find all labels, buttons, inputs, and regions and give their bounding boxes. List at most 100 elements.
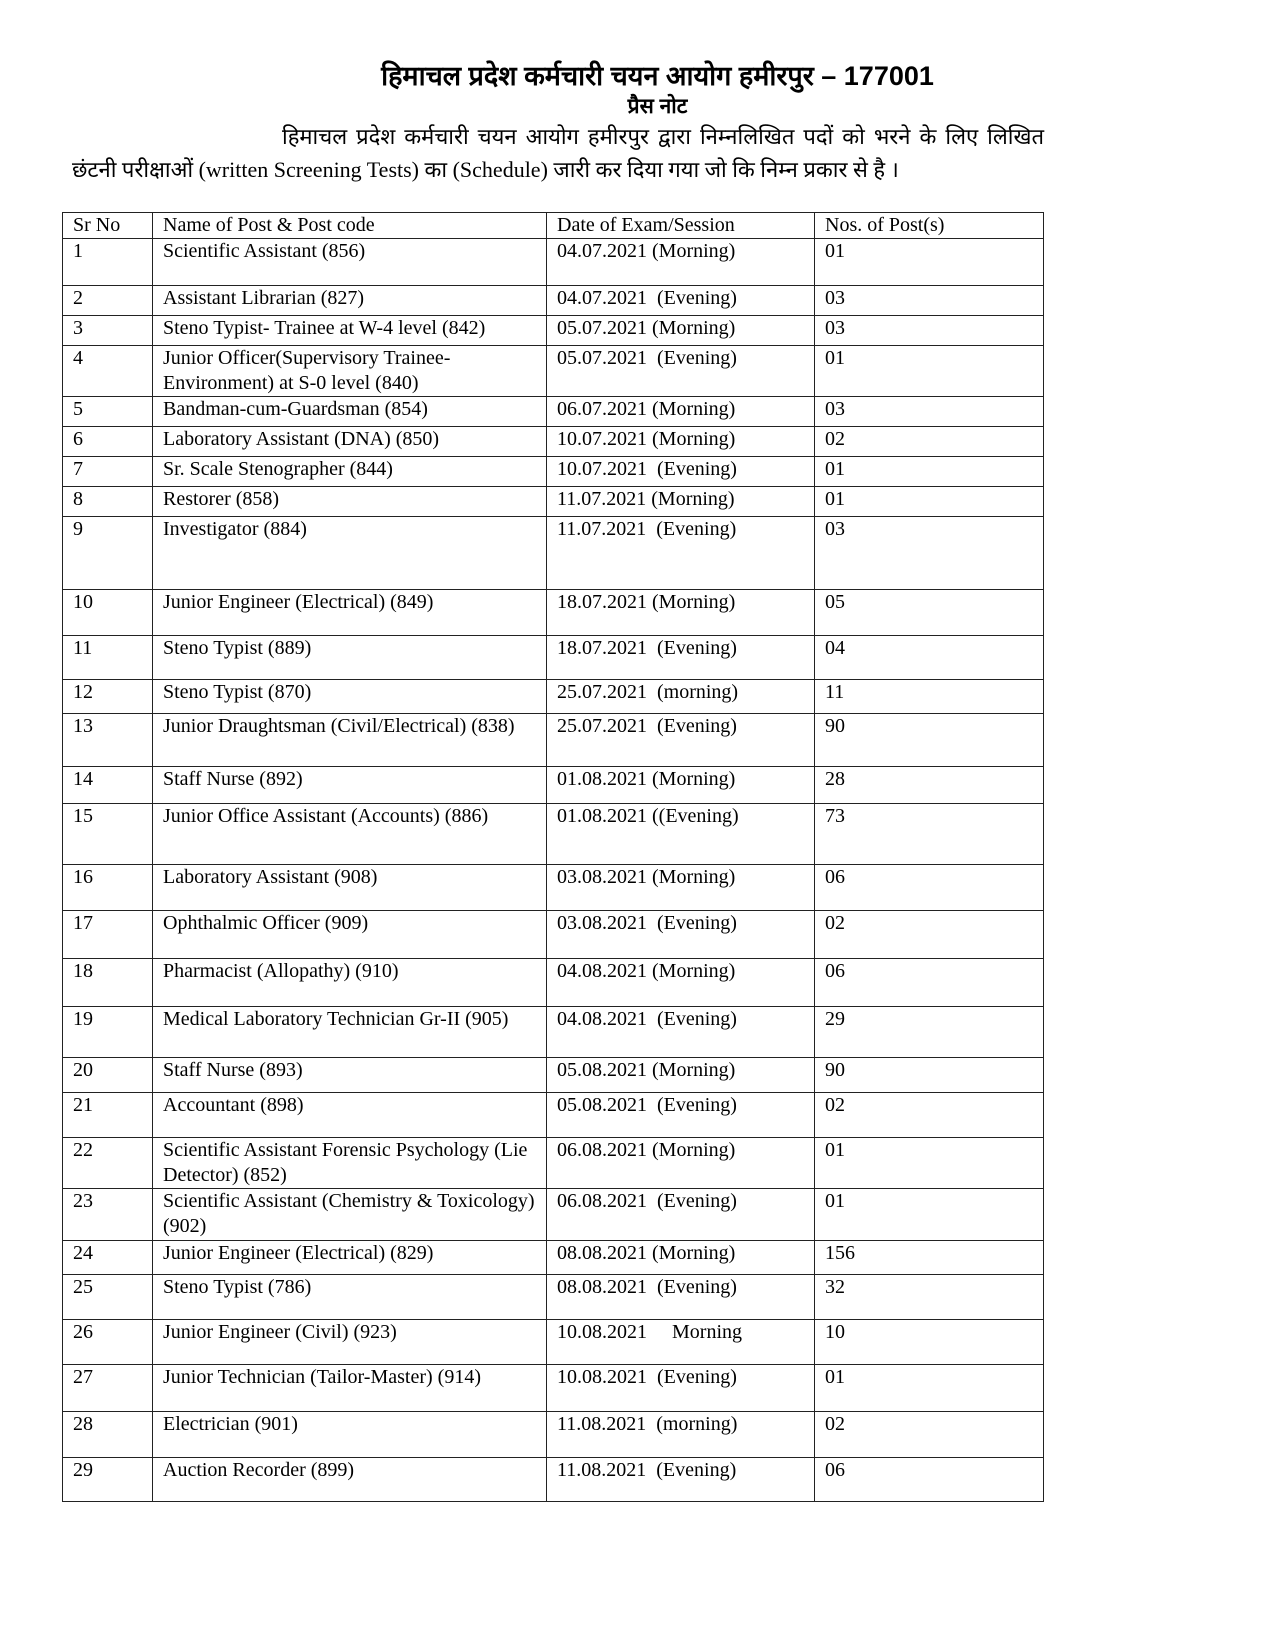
cell-post-name: Scientific Assistant (Chemistry & Toxico…	[152, 1188, 547, 1241]
cell-exam-date: 03.08.2021 (Evening)	[546, 910, 815, 959]
cell-num-posts: 03	[814, 516, 1044, 590]
table-row: 18 Pharmacist (Allopathy) (910) 04.08.2021…	[62, 958, 1044, 1007]
cell-sr-no: 20	[62, 1057, 153, 1093]
cell-sr-no: 12	[62, 679, 153, 714]
cell-num-posts: 06	[814, 958, 1044, 1007]
col-sr-no: Sr No	[62, 212, 153, 239]
cell-num-posts: 28	[814, 766, 1044, 804]
table-row: 12 Steno Typist (870) 25.07.2021 (morning)…	[62, 679, 1044, 714]
cell-num-posts: 02	[814, 1411, 1044, 1458]
cell-exam-date: 06.08.2021 (Morning)	[546, 1137, 815, 1189]
cell-sr-no: 14	[62, 766, 153, 804]
cell-exam-date: 04.08.2021 (Morning)	[546, 958, 815, 1007]
cell-post-name: Junior Engineer (Electrical) (849)	[152, 589, 547, 636]
cell-exam-date: 06.08.2021 (Evening)	[546, 1188, 815, 1241]
table-row: 16 Laboratory Assistant (908) 03.08.2021 (…	[62, 864, 1044, 911]
table-row: 4 Junior Officer(Supervisory Trainee-Envi…	[62, 345, 1044, 397]
cell-exam-date: 03.08.2021 (Morning)	[546, 864, 815, 911]
table-row: 3 Steno Typist- Trainee at W-4 level (842…	[62, 315, 1044, 346]
cell-sr-no: 8	[62, 486, 153, 517]
cell-num-posts: 156	[814, 1240, 1044, 1275]
cell-sr-no: 4	[62, 345, 153, 397]
cell-num-posts: 01	[814, 486, 1044, 517]
cell-sr-no: 21	[62, 1092, 153, 1138]
cell-exam-date: 08.08.2021 (Morning)	[546, 1240, 815, 1275]
cell-num-posts: 03	[814, 396, 1044, 427]
table-row: 14 Staff Nurse (892) 01.08.2021 (Morning) 2…	[62, 766, 1044, 804]
table-row: 23 Scientific Assistant (Chemistry & Toxi…	[62, 1188, 1044, 1241]
cell-post-name: Accountant (898)	[152, 1092, 547, 1138]
cell-post-name: Junior Engineer (Civil) (923)	[152, 1319, 547, 1365]
cell-exam-date: 05.07.2021 (Morning)	[546, 315, 815, 346]
cell-sr-no: 25	[62, 1274, 153, 1320]
table-row: 11 Steno Typist (889) 18.07.2021 (Evening)…	[62, 635, 1044, 680]
cell-num-posts: 06	[814, 1457, 1044, 1502]
cell-sr-no: 13	[62, 713, 153, 767]
intro-paragraph: हिमाचल प्रदेश कर्मचारी चयन आयोग हमीरपुर …	[72, 124, 1044, 182]
table-row: 6 Laboratory Assistant (DNA) (850) 10.07.2…	[62, 426, 1044, 457]
cell-sr-no: 26	[62, 1319, 153, 1365]
table-row: 29 Auction Recorder (899) 11.08.2021 (Even…	[62, 1457, 1044, 1502]
table-row: 17 Ophthalmic Officer (909) 03.08.2021 (Ev…	[62, 910, 1044, 959]
cell-num-posts: 01	[814, 1188, 1044, 1241]
cell-exam-date: 01.08.2021 ((Evening)	[546, 803, 815, 865]
cell-post-name: Laboratory Assistant (908)	[152, 864, 547, 911]
press-note-heading: प्रैस नोट	[627, 95, 688, 118]
cell-sr-no: 18	[62, 958, 153, 1007]
cell-sr-no: 9	[62, 516, 153, 590]
cell-exam-date: 04.07.2021 (Morning)	[546, 238, 815, 286]
cell-exam-date: 25.07.2021 (Evening)	[546, 713, 815, 767]
cell-post-name: Steno Typist (889)	[152, 635, 547, 680]
cell-exam-date: 10.08.2021 Morning	[546, 1319, 815, 1365]
cell-post-name: Medical Laboratory Technician Gr-II (905…	[152, 1006, 547, 1058]
cell-sr-no: 29	[62, 1457, 153, 1502]
table-row: 9 Investigator (884) 11.07.2021 (Evening) 0…	[62, 516, 1044, 590]
cell-sr-no: 3	[62, 315, 153, 346]
cell-post-name: Junior Engineer (Electrical) (829)	[152, 1240, 547, 1275]
table-row: 25 Steno Typist (786) 08.08.2021 (Evening)…	[62, 1274, 1044, 1320]
cell-num-posts: 04	[814, 635, 1044, 680]
cell-num-posts: 73	[814, 803, 1044, 865]
cell-exam-date: 18.07.2021 (Evening)	[546, 635, 815, 680]
table-row: 20 Staff Nurse (893) 05.08.2021 (Morning) 9…	[62, 1057, 1044, 1093]
cell-sr-no: 15	[62, 803, 153, 865]
cell-post-name: Laboratory Assistant (DNA) (850)	[152, 426, 547, 457]
cell-exam-date: 25.07.2021 (morning)	[546, 679, 815, 714]
table-row: 10 Junior Engineer (Electrical) (849) 18.0…	[62, 589, 1044, 636]
cell-exam-date: 10.07.2021 (Evening)	[546, 456, 815, 487]
cell-post-name: Staff Nurse (893)	[152, 1057, 547, 1093]
table-row: 2 Assistant Librarian (827) 04.07.2021 (Ev…	[62, 285, 1044, 316]
cell-sr-no: 27	[62, 1364, 153, 1412]
cell-post-name: Ophthalmic Officer (909)	[152, 910, 547, 959]
cell-exam-date: 11.07.2021 (Evening)	[546, 516, 815, 590]
cell-sr-no: 17	[62, 910, 153, 959]
cell-num-posts: 03	[814, 315, 1044, 346]
cell-exam-date: 11.08.2021 (Evening)	[546, 1457, 815, 1502]
table-row: 24 Junior Engineer (Electrical) (829) 08.0…	[62, 1240, 1044, 1275]
cell-sr-no: 28	[62, 1411, 153, 1458]
cell-sr-no: 1	[62, 238, 153, 286]
cell-post-name: Junior Draughtsman (Civil/Electrical) (8…	[152, 713, 547, 767]
cell-sr-no: 22	[62, 1137, 153, 1189]
cell-num-posts: 01	[814, 238, 1044, 286]
table-row: 15 Junior Office Assistant (Accounts) (88…	[62, 803, 1044, 865]
table-row: 21 Accountant (898) 05.08.2021 (Evening) 02	[62, 1092, 1044, 1138]
cell-sr-no: 2	[62, 285, 153, 316]
table-row: 22 Scientific Assistant Forensic Psycholo…	[62, 1137, 1044, 1189]
cell-num-posts: 10	[814, 1319, 1044, 1365]
cell-sr-no: 11	[62, 635, 153, 680]
cell-sr-no: 7	[62, 456, 153, 487]
cell-exam-date: 05.08.2021 (Morning)	[546, 1057, 815, 1093]
cell-sr-no: 19	[62, 1006, 153, 1058]
table-header-row: Sr No Name of Post & Post code Date of E…	[62, 212, 1044, 239]
table-row: 1 Scientific Assistant (856) 04.07.2021 (M…	[62, 238, 1044, 286]
cell-post-name: Bandman-cum-Guardsman (854)	[152, 396, 547, 427]
cell-exam-date: 18.07.2021 (Morning)	[546, 589, 815, 636]
cell-post-name: Investigator (884)	[152, 516, 547, 590]
col-num-posts: Nos. of Post(s)	[814, 212, 1044, 239]
cell-post-name: Junior Office Assistant (Accounts) (886)	[152, 803, 547, 865]
cell-post-name: Pharmacist (Allopathy) (910)	[152, 958, 547, 1007]
cell-exam-date: 08.08.2021 (Evening)	[546, 1274, 815, 1320]
cell-post-name: Auction Recorder (899)	[152, 1457, 547, 1502]
cell-post-name: Junior Officer(Supervisory Trainee-Envir…	[152, 345, 547, 397]
